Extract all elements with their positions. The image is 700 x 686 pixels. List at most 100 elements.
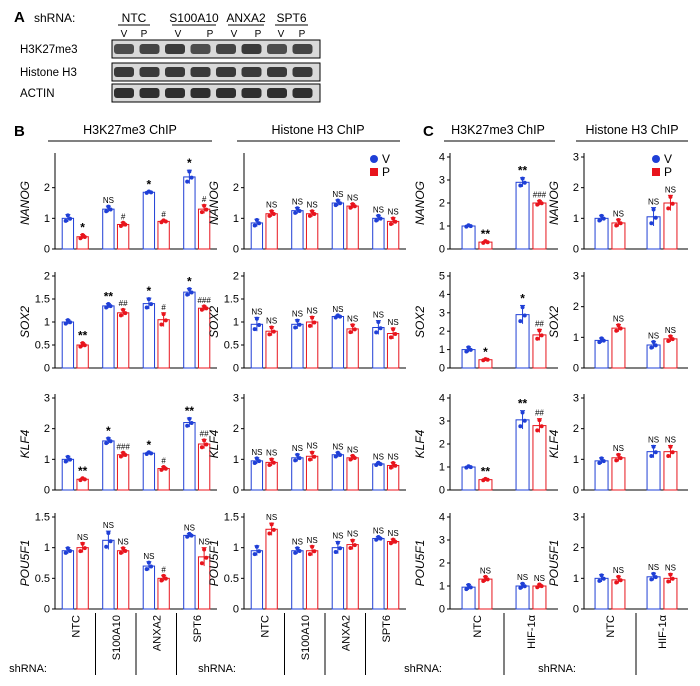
data-point: [376, 213, 381, 218]
data-point: [307, 457, 312, 462]
significance-label: **: [481, 465, 491, 479]
bar-p: [76, 344, 89, 369]
significance-label: NS: [517, 573, 528, 582]
data-point: [118, 550, 123, 555]
y-tick-label: 1: [233, 213, 239, 225]
data-point: [618, 221, 623, 226]
y-tick-label: 2: [439, 326, 445, 338]
panel-label-b: B: [14, 123, 25, 140]
data-point: [651, 571, 656, 576]
chart-b-h3k27-pou5f1: 0 0.5 1 1.5 POU5F1 NS NS NS NS NS # NS: [18, 512, 217, 616]
x-axis-prefix: shRNA:: [198, 663, 236, 675]
bar-v: [183, 422, 196, 491]
blot-lane-label: P: [141, 29, 148, 40]
data-point: [295, 206, 300, 211]
significance-label: NS: [648, 331, 659, 340]
data-point: [618, 326, 623, 331]
bar-p: [346, 205, 359, 250]
data-point: [481, 579, 486, 584]
data-point: [269, 209, 274, 214]
bar-p: [478, 479, 493, 491]
data-point: [65, 213, 70, 218]
y-axis-label: SOX2: [547, 306, 561, 338]
y-tick-label: 1: [44, 454, 50, 466]
data-point: [123, 452, 128, 457]
data-point: [333, 549, 338, 554]
data-point: [520, 305, 525, 310]
bar-v: [61, 458, 75, 491]
significance-label: NS: [266, 201, 277, 210]
bar-p: [116, 312, 130, 369]
data-point: [468, 465, 473, 470]
bar-v: [331, 315, 345, 369]
y-tick-label: 0.5: [35, 573, 50, 585]
y-axis-label: SOX2: [207, 306, 221, 338]
significance-label: ##: [535, 319, 544, 328]
data-point: [297, 456, 302, 461]
bar-v: [515, 419, 530, 491]
significance-label: NS: [332, 442, 343, 451]
legend-marker-v: [370, 155, 378, 163]
data-point: [267, 213, 272, 218]
data-point: [539, 333, 544, 338]
data-point: [295, 318, 300, 323]
blot-lane-label: V: [278, 29, 285, 40]
data-point: [539, 424, 544, 429]
data-point: [146, 560, 151, 565]
y-tick-label: 4: [439, 289, 445, 301]
significance-label: NS: [665, 185, 676, 194]
data-point: [82, 234, 87, 239]
data-point: [204, 442, 209, 447]
y-tick-label: 0: [573, 363, 579, 375]
x-category-label: NTC: [70, 615, 82, 638]
blot-row-label: Histone H3: [20, 67, 77, 79]
blot-band: [292, 88, 313, 98]
y-tick-label: 0: [233, 485, 239, 497]
blot-band: [165, 44, 185, 54]
data-point: [189, 290, 194, 295]
data-point: [202, 547, 207, 552]
data-point: [199, 210, 204, 215]
data-point: [616, 323, 621, 328]
chart-c-h3k27-nanog: 0 1 2 3 4 NANOG ** ** ###: [413, 152, 558, 256]
chart-c-h3k27-sox2: 0 1 2 3 4 5 SOX2 * * ##: [413, 271, 558, 375]
y-axis-label: SOX2: [18, 306, 32, 338]
significance-label: NS: [307, 201, 318, 210]
data-point: [271, 329, 276, 334]
data-point: [204, 306, 209, 311]
data-point: [187, 287, 192, 292]
bar-p: [611, 222, 626, 250]
data-point: [670, 337, 675, 342]
blot-band: [292, 44, 313, 54]
data-point: [348, 546, 353, 551]
data-point: [189, 175, 194, 180]
bar-v: [142, 303, 156, 369]
western-blot: shRNA: NTC V P S100A10 V P ANXA2 V P SPT6 V P H3K27m…: [20, 11, 321, 103]
y-axis-label: POU5F1: [413, 540, 427, 587]
data-point: [668, 572, 673, 577]
data-point: [149, 451, 154, 456]
data-point: [653, 215, 658, 220]
data-point: [123, 311, 128, 316]
data-point: [297, 549, 302, 554]
chart-c-h3k27-klf4: 0 1 2 3 4 KLF4 ** ** ##: [413, 393, 558, 497]
data-point: [185, 292, 190, 297]
data-point: [352, 543, 357, 548]
data-point: [293, 458, 298, 463]
bar-v: [461, 349, 476, 369]
data-point: [614, 458, 619, 463]
data-point: [599, 573, 604, 578]
data-point: [464, 587, 469, 592]
significance-label: NS: [77, 533, 88, 542]
legend-label: V: [664, 152, 672, 166]
data-point: [312, 454, 317, 459]
blot-band: [292, 67, 313, 77]
bar-v: [515, 181, 530, 250]
y-tick-label: 1.5: [224, 512, 239, 524]
significance-label: **: [481, 227, 491, 241]
data-point: [267, 531, 272, 536]
blot-lane-label: V: [175, 29, 182, 40]
data-point: [159, 322, 164, 327]
data-point: [204, 555, 209, 560]
